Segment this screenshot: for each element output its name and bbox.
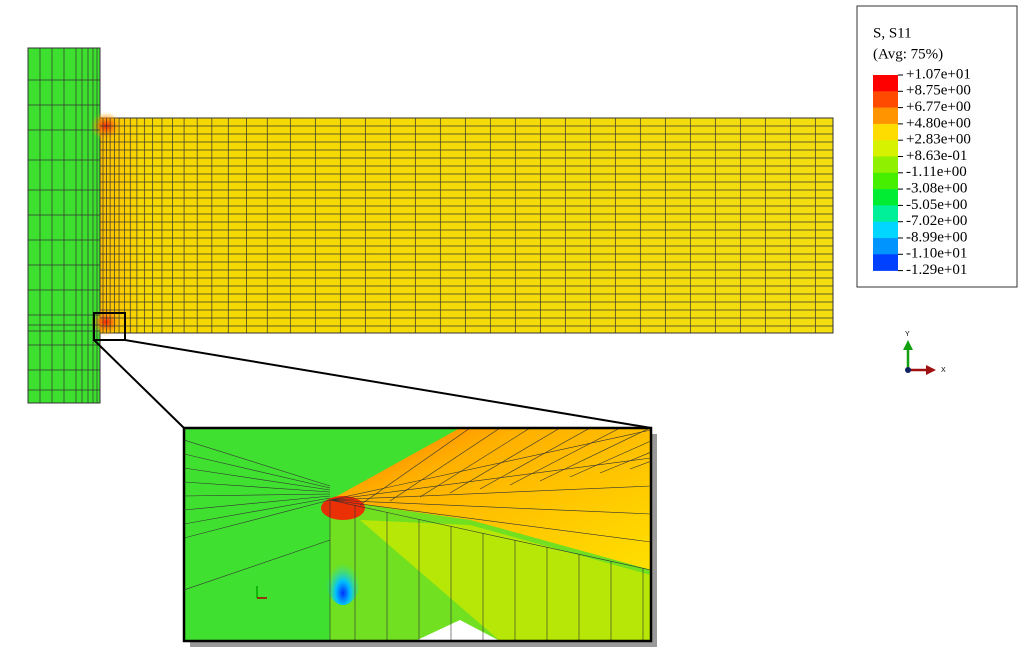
zoom-line [93,339,185,429]
mesh-line [479,428,591,490]
mesh-line [184,439,331,487]
inset-top-face [330,428,651,570]
mesh-line [329,485,651,501]
inset-gap [415,620,500,641]
mesh-line [184,495,331,511]
color-band [873,254,898,271]
legend-label: +8.63e-01 [906,148,967,164]
mesh-line [329,499,651,543]
color-band [873,156,898,174]
inset-triad [256,586,267,599]
legend-label: -1.10e+01 [906,246,967,262]
triad-x-label: X [941,367,946,374]
mesh-line [329,457,651,501]
mesh [28,48,833,403]
model [27,47,834,429]
mesh-line [184,499,331,539]
legend-label: -7.02e+00 [906,213,967,229]
legend-subtitle: (Avg: 75%) [873,46,943,62]
mesh-line [184,497,331,525]
color-band [873,221,898,239]
legend-label: +4.80e+00 [906,115,971,131]
zoom-line [124,339,652,429]
mesh-line [419,428,531,498]
mesh-line [629,460,651,470]
mesh-line [329,499,651,571]
mesh-line [329,429,651,501]
zoom-box [93,312,126,341]
inset-front-face [360,520,651,641]
mesh-line [569,440,651,478]
mesh-line [184,493,331,497]
triad: Y X [903,331,946,375]
inset [182,426,657,647]
legend-label: -3.08e+00 [906,181,967,197]
legend-label: -8.99e+00 [906,229,967,245]
color-band [873,123,898,141]
color-band [873,205,898,222]
inset-hotspot [321,496,365,520]
mesh-line [539,428,651,482]
legend-label: -1.11e+00 [906,164,967,180]
inset-frame [182,426,653,643]
mesh-line [389,428,501,502]
color-bar: +1.07e+01+8.75e+00+6.77e+00+4.80e+00+2.8… [873,66,971,278]
inset-mesh [184,428,651,641]
inset-coldspot [325,545,361,605]
color-band [873,238,898,255]
legend-label: +2.83e+00 [906,132,971,148]
legend-label: -1.29e+01 [906,262,967,278]
legend-title: S, S11 [873,25,912,41]
mesh-line [184,453,331,489]
mesh-line [509,428,621,486]
mesh-line [184,467,331,491]
color-band [873,91,898,108]
mesh-line [359,428,471,506]
color-band [873,75,898,92]
legend-label: +1.07e+01 [906,66,971,82]
color-band [873,140,898,157]
color-band [873,172,898,190]
beam [99,117,834,334]
legend-label: -5.05e+00 [906,197,967,213]
mesh-line [599,451,651,474]
triad-y-label: Y [905,331,910,338]
color-band [873,189,898,206]
color-band [873,107,898,125]
mesh-line [184,481,331,493]
mesh-line [329,499,651,515]
legend-label: +6.77e+00 [906,99,971,115]
mesh-line [184,539,331,591]
legend: S, S11 (Avg: 75%) +1.07e+01+8.75e+00+6.7… [856,5,1018,288]
legend-label: +8.75e+00 [906,83,971,99]
